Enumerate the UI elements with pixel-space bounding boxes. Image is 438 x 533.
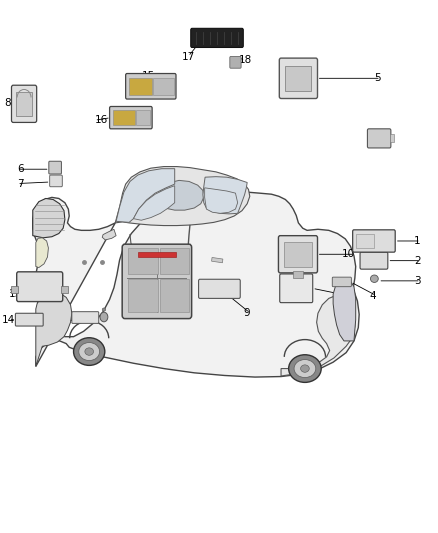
Bar xyxy=(293,271,303,278)
Polygon shape xyxy=(134,185,175,220)
FancyBboxPatch shape xyxy=(122,244,192,319)
Text: 7: 7 xyxy=(17,179,24,189)
Bar xyxy=(160,279,189,312)
Polygon shape xyxy=(36,238,48,268)
FancyBboxPatch shape xyxy=(11,85,37,123)
Bar xyxy=(356,234,374,248)
Ellipse shape xyxy=(102,308,106,311)
Bar xyxy=(128,279,158,312)
Ellipse shape xyxy=(371,275,378,282)
Text: 13: 13 xyxy=(8,289,22,299)
Bar xyxy=(389,134,394,142)
FancyBboxPatch shape xyxy=(360,252,388,269)
Polygon shape xyxy=(33,198,65,238)
Text: 5: 5 xyxy=(374,74,381,83)
FancyBboxPatch shape xyxy=(110,107,152,129)
Polygon shape xyxy=(333,280,356,341)
Ellipse shape xyxy=(85,348,94,356)
Polygon shape xyxy=(156,180,204,210)
FancyBboxPatch shape xyxy=(17,272,63,302)
Ellipse shape xyxy=(74,338,105,366)
Text: 8: 8 xyxy=(4,98,11,108)
FancyBboxPatch shape xyxy=(15,313,43,326)
Text: 2: 2 xyxy=(414,256,421,265)
Polygon shape xyxy=(151,259,164,264)
Text: 18: 18 xyxy=(239,55,252,65)
Text: 12: 12 xyxy=(333,290,346,300)
Polygon shape xyxy=(205,188,238,213)
FancyBboxPatch shape xyxy=(126,74,176,99)
Text: 14: 14 xyxy=(2,314,15,325)
Text: 6: 6 xyxy=(17,164,24,174)
Bar xyxy=(136,110,150,125)
FancyBboxPatch shape xyxy=(279,58,318,99)
Text: 1: 1 xyxy=(414,236,421,246)
FancyBboxPatch shape xyxy=(279,236,318,273)
Bar xyxy=(286,66,311,91)
Ellipse shape xyxy=(300,365,309,372)
Bar xyxy=(153,78,174,95)
Bar xyxy=(11,286,18,293)
FancyBboxPatch shape xyxy=(191,28,243,47)
Bar xyxy=(138,252,176,257)
Text: 9: 9 xyxy=(243,308,250,318)
FancyBboxPatch shape xyxy=(367,129,391,148)
Polygon shape xyxy=(116,168,175,222)
Ellipse shape xyxy=(79,343,99,361)
Bar xyxy=(16,92,32,116)
Bar xyxy=(128,248,158,273)
Text: 16: 16 xyxy=(95,115,108,125)
Polygon shape xyxy=(212,257,223,263)
Polygon shape xyxy=(102,229,116,240)
Polygon shape xyxy=(203,176,247,214)
Bar xyxy=(284,242,312,266)
Text: 4: 4 xyxy=(370,290,377,301)
Polygon shape xyxy=(33,192,359,377)
Ellipse shape xyxy=(294,360,316,377)
Bar xyxy=(160,248,189,273)
Bar xyxy=(61,286,68,293)
FancyBboxPatch shape xyxy=(230,56,241,68)
Text: 17: 17 xyxy=(181,52,195,61)
Text: 11: 11 xyxy=(62,312,75,322)
Text: 10: 10 xyxy=(342,249,355,259)
FancyBboxPatch shape xyxy=(332,277,351,287)
Text: 15: 15 xyxy=(142,71,155,81)
Ellipse shape xyxy=(100,312,108,322)
Polygon shape xyxy=(36,292,72,367)
FancyBboxPatch shape xyxy=(49,161,61,174)
FancyBboxPatch shape xyxy=(353,230,395,252)
FancyBboxPatch shape xyxy=(280,274,313,303)
Polygon shape xyxy=(115,166,250,225)
Bar xyxy=(113,110,134,125)
Polygon shape xyxy=(281,295,355,376)
FancyBboxPatch shape xyxy=(198,279,240,298)
Ellipse shape xyxy=(289,355,321,382)
Text: 3: 3 xyxy=(414,276,421,286)
Bar xyxy=(129,78,152,95)
FancyBboxPatch shape xyxy=(72,312,99,324)
FancyBboxPatch shape xyxy=(49,175,62,187)
